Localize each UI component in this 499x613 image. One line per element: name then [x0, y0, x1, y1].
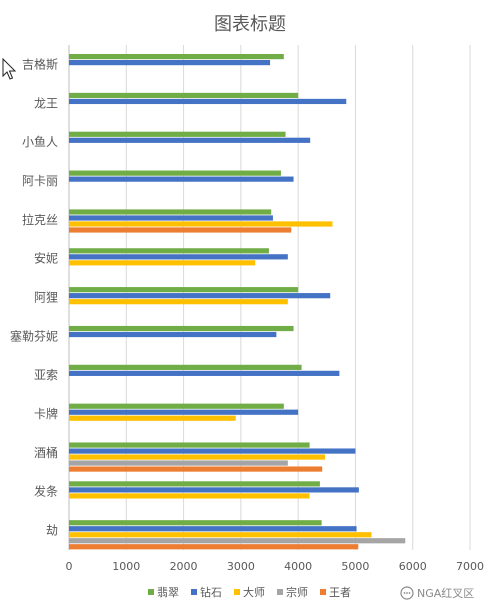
bar — [69, 442, 310, 448]
bar — [69, 415, 236, 421]
x-tick-labels: 0 1000 2000 3000 4000 5000 6000 7000 — [66, 560, 485, 573]
legend-label: 大师 — [243, 585, 265, 599]
legend: 翡翠 钻石 大师 宗师 王者 — [148, 585, 351, 599]
bar — [69, 176, 294, 182]
category-label: 阿卡丽 — [22, 174, 58, 188]
bar — [69, 532, 372, 538]
x-tick-label: 7000 — [456, 560, 484, 573]
bar — [69, 170, 281, 176]
category-label: 吉格斯 — [22, 56, 58, 71]
bar — [69, 221, 333, 227]
legend-swatch — [320, 589, 326, 595]
bar — [69, 487, 359, 493]
x-tick-label: 5000 — [341, 560, 369, 573]
category-label: 安妮 — [34, 251, 58, 266]
legend-swatch — [148, 589, 154, 595]
bar — [69, 448, 356, 454]
bar — [69, 325, 294, 332]
legend-label: 王者 — [329, 586, 351, 599]
x-tick-label: 3000 — [227, 560, 255, 573]
bar — [69, 520, 322, 526]
legend-swatch — [234, 589, 240, 595]
category-label: 卡牌 — [34, 407, 58, 421]
legend-swatch — [277, 589, 283, 595]
category-label: 龙王 — [34, 96, 58, 110]
bar — [69, 254, 288, 260]
bar — [69, 460, 288, 466]
bar — [69, 54, 284, 60]
bar — [69, 409, 299, 415]
bar — [69, 137, 311, 143]
bar — [69, 215, 273, 221]
bar — [69, 131, 286, 137]
bar — [69, 92, 299, 99]
bar — [69, 526, 357, 532]
chat-bubble-icon — [400, 586, 414, 600]
bar — [69, 370, 340, 376]
bar — [69, 364, 302, 370]
category-label: 亚索 — [34, 368, 58, 382]
bar — [69, 481, 320, 487]
x-tick-label: 1000 — [112, 560, 140, 573]
bar — [69, 248, 269, 254]
bar — [69, 293, 331, 299]
category-label: 小鱼人 — [22, 135, 58, 149]
mouse-pointer-icon — [2, 57, 17, 80]
bar — [69, 98, 347, 105]
bar — [69, 544, 359, 550]
bar — [69, 299, 288, 305]
bar — [69, 403, 284, 409]
legend-swatch — [191, 589, 197, 595]
x-tick-label: 2000 — [170, 560, 198, 573]
category-label: 拉克丝 — [22, 212, 58, 227]
bar — [69, 493, 310, 499]
category-label: 酒桶 — [34, 445, 58, 460]
legend-label: 翡翠 — [157, 586, 179, 599]
legend-label: 宗师 — [286, 585, 308, 599]
watermark-text: NGA红叉区 — [417, 587, 474, 600]
x-tick-label: 0 — [66, 560, 73, 573]
watermark: NGA红叉区 — [400, 586, 474, 600]
legend-label: 钻石 — [200, 585, 222, 599]
bar — [69, 287, 299, 293]
x-tick-label: 6000 — [399, 560, 427, 573]
chart-title: 图表标题 — [214, 14, 286, 35]
bar — [69, 538, 406, 544]
bar — [69, 331, 277, 338]
x-tick-label: 4000 — [284, 560, 312, 573]
bar — [69, 60, 271, 66]
category-label: 塞勒芬妮 — [10, 328, 58, 343]
category-label: 发条 — [34, 484, 58, 499]
category-label: 劫 — [46, 524, 58, 538]
bar — [69, 466, 323, 472]
bars — [69, 54, 406, 550]
category-label: 阿狸 — [34, 291, 58, 305]
bar — [69, 209, 272, 215]
bar — [69, 454, 326, 460]
bar — [69, 260, 256, 266]
bar — [69, 227, 292, 233]
